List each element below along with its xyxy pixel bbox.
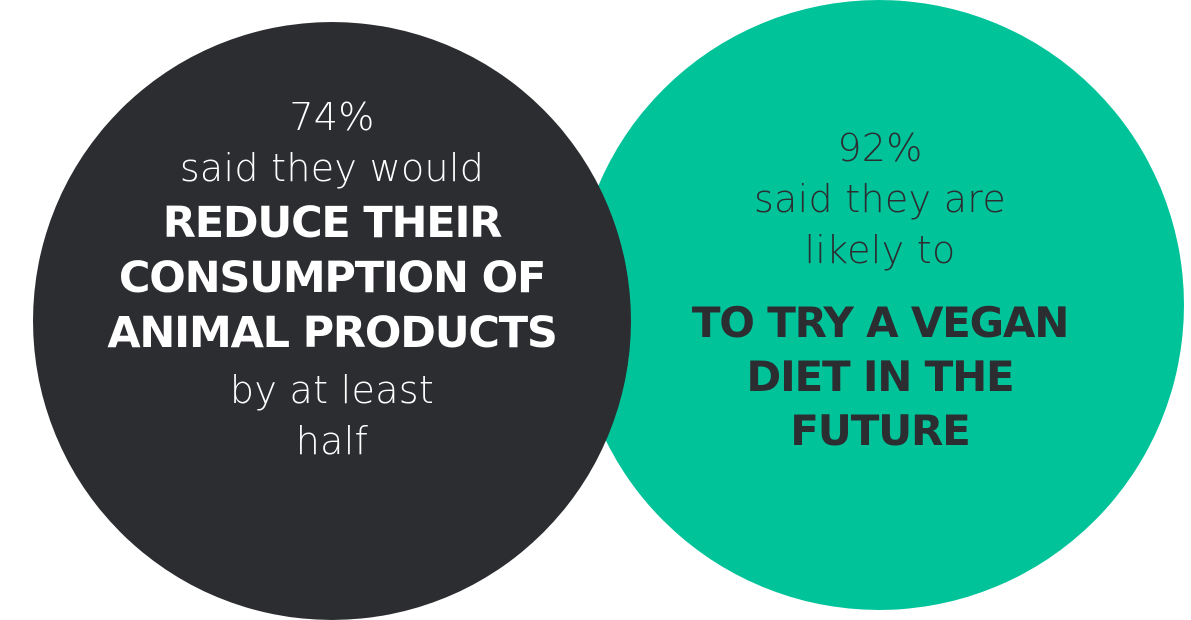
left-outro-line: half (295, 419, 369, 463)
left-emphasis-line: REDUCE THEIR (162, 198, 503, 248)
right-stat: 92% said they are likely to TO TRY A VEG… (670, 123, 1090, 458)
left-percent: 74% (289, 95, 375, 139)
left-intro: said they would (179, 146, 485, 190)
left-emphasis-line: ANIMAL PRODUCTS (107, 308, 558, 358)
left-outro-line: by at least (229, 368, 435, 412)
dark-circle (33, 22, 631, 620)
right-emphasis-line: FUTURE (790, 406, 971, 455)
right-emphasis: TO TRY A VEGAN DIET IN THE FUTURE (691, 296, 1070, 458)
left-emphasis-line: CONSUMPTION OF (118, 253, 546, 303)
right-emphasis-line: DIET IN THE (746, 352, 1014, 401)
right-percent: 92% (837, 126, 923, 170)
right-intro-line: said they are (753, 177, 1007, 221)
right-emphasis-line: TO TRY A VEGAN (691, 298, 1070, 347)
left-stat: 74% said they would REDUCE THEIR CONSUMP… (70, 92, 594, 467)
green-circle (574, 0, 1184, 610)
right-intro-line: likely to (804, 228, 956, 272)
left-emphasis: REDUCE THEIR CONSUMPTION OF ANIMAL PRODU… (107, 196, 558, 361)
